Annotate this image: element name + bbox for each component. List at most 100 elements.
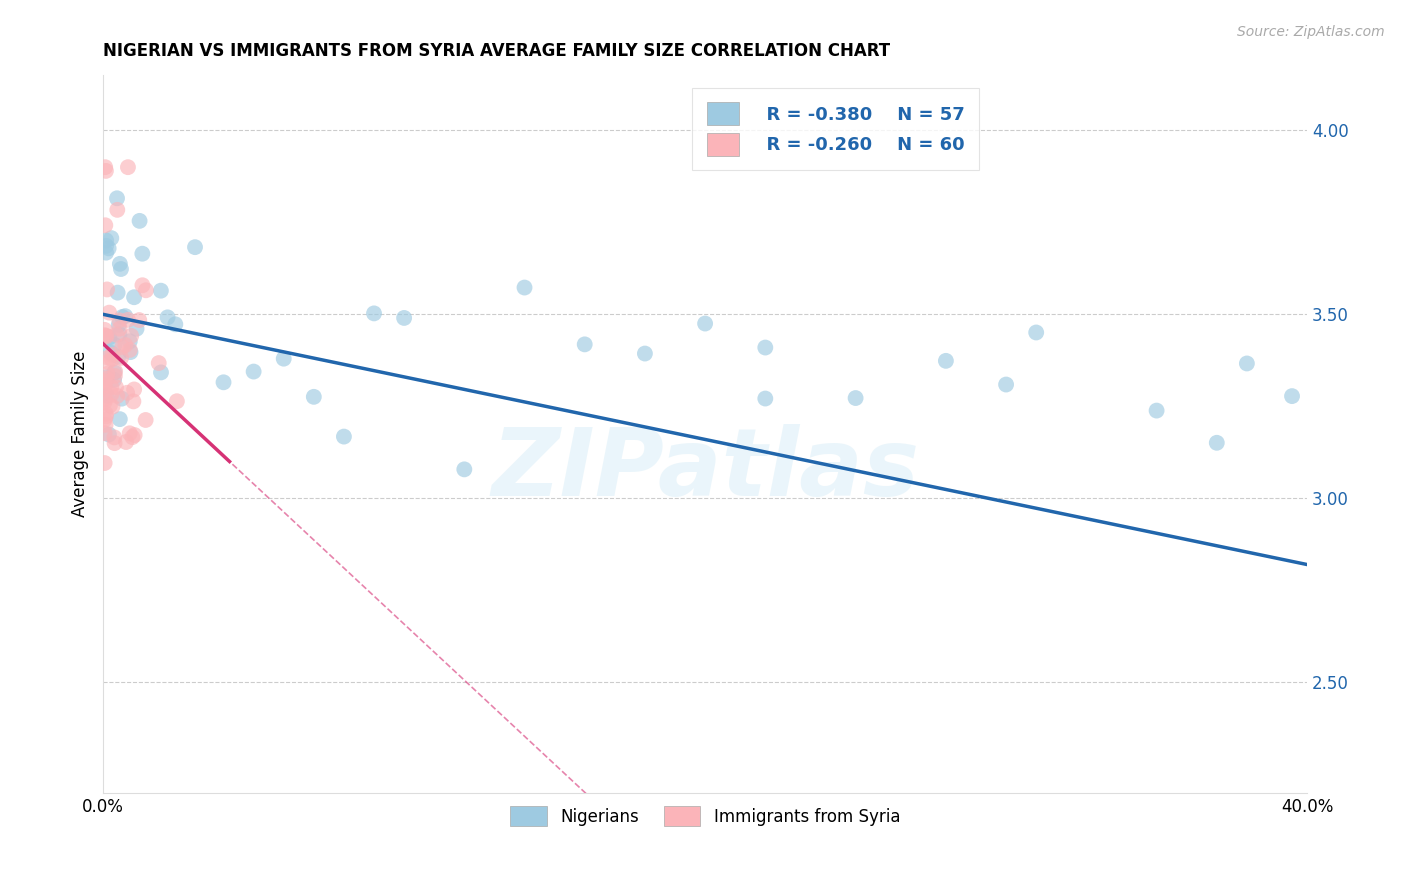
- Point: [754, 341, 776, 355]
- Text: Source: ZipAtlas.com: Source: ZipAtlas.com: [1237, 25, 1385, 39]
- Point: [111, 340, 134, 354]
- Point: [149, 284, 172, 298]
- Point: [120, 329, 142, 343]
- Point: [114, 309, 136, 323]
- Point: [94, 329, 117, 343]
- Point: [93, 323, 115, 337]
- Point: [166, 394, 188, 409]
- Point: [98, 330, 121, 344]
- Point: [97, 351, 120, 365]
- Point: [115, 435, 138, 450]
- Point: [93, 374, 115, 388]
- Point: [94, 409, 117, 424]
- Point: [184, 240, 207, 254]
- Point: [103, 436, 125, 450]
- Point: [120, 345, 142, 359]
- Point: [94, 160, 117, 174]
- Point: [103, 430, 125, 444]
- Point: [845, 391, 868, 405]
- Point: [114, 338, 136, 352]
- Point: [93, 378, 115, 392]
- Point: [94, 245, 117, 260]
- Point: [94, 164, 117, 178]
- Y-axis label: Average Family Size: Average Family Size: [72, 351, 89, 517]
- Point: [108, 257, 131, 271]
- Point: [105, 327, 128, 342]
- Point: [125, 322, 148, 336]
- Point: [148, 356, 170, 370]
- Point: [122, 290, 145, 304]
- Point: [363, 306, 385, 320]
- Point: [111, 392, 134, 406]
- Point: [118, 334, 141, 349]
- Point: [96, 372, 118, 386]
- Point: [108, 327, 131, 342]
- Point: [100, 231, 122, 245]
- Point: [105, 380, 128, 394]
- Point: [122, 394, 145, 409]
- Point: [634, 346, 657, 360]
- Point: [93, 380, 115, 394]
- Point: [121, 430, 143, 444]
- Point: [117, 313, 139, 327]
- Point: [135, 283, 157, 297]
- Point: [97, 241, 120, 255]
- Point: [1205, 435, 1227, 450]
- Point: [453, 462, 475, 476]
- Point: [97, 427, 120, 442]
- Point: [1146, 403, 1168, 417]
- Point: [93, 395, 115, 409]
- Point: [107, 318, 129, 332]
- Point: [392, 310, 415, 325]
- Point: [97, 355, 120, 369]
- Point: [94, 370, 117, 384]
- Point: [131, 278, 153, 293]
- Point: [105, 202, 128, 217]
- Point: [107, 285, 129, 300]
- Point: [110, 351, 132, 365]
- Point: [100, 387, 122, 401]
- Point: [135, 413, 157, 427]
- Point: [165, 318, 187, 332]
- Point: [156, 310, 179, 325]
- Point: [513, 280, 536, 294]
- Point: [94, 392, 117, 406]
- Point: [98, 398, 121, 412]
- Text: NIGERIAN VS IMMIGRANTS FROM SYRIA AVERAGE FAMILY SIZE CORRELATION CHART: NIGERIAN VS IMMIGRANTS FROM SYRIA AVERAG…: [103, 42, 890, 60]
- Point: [118, 343, 141, 357]
- Point: [101, 352, 124, 367]
- Point: [150, 366, 173, 380]
- Point: [96, 329, 118, 343]
- Point: [93, 328, 115, 343]
- Point: [104, 368, 127, 383]
- Point: [103, 366, 125, 380]
- Point: [110, 262, 132, 277]
- Point: [96, 282, 118, 296]
- Point: [111, 310, 134, 324]
- Point: [107, 350, 129, 364]
- Point: [333, 429, 356, 443]
- Point: [93, 456, 115, 470]
- Point: [273, 351, 295, 366]
- Point: [131, 246, 153, 260]
- Point: [117, 160, 139, 174]
- Point: [101, 400, 124, 414]
- Point: [94, 417, 117, 432]
- Point: [94, 239, 117, 253]
- Point: [94, 407, 117, 421]
- Point: [94, 219, 117, 233]
- Point: [108, 412, 131, 426]
- Point: [108, 313, 131, 327]
- Legend: Nigerians, Immigrants from Syria: Nigerians, Immigrants from Syria: [502, 797, 908, 835]
- Point: [122, 383, 145, 397]
- Point: [100, 345, 122, 359]
- Point: [242, 365, 264, 379]
- Point: [98, 305, 121, 319]
- Point: [1281, 389, 1303, 403]
- Point: [105, 191, 128, 205]
- Point: [105, 389, 128, 403]
- Point: [128, 313, 150, 327]
- Point: [115, 385, 138, 400]
- Point: [100, 380, 122, 394]
- Point: [104, 364, 127, 378]
